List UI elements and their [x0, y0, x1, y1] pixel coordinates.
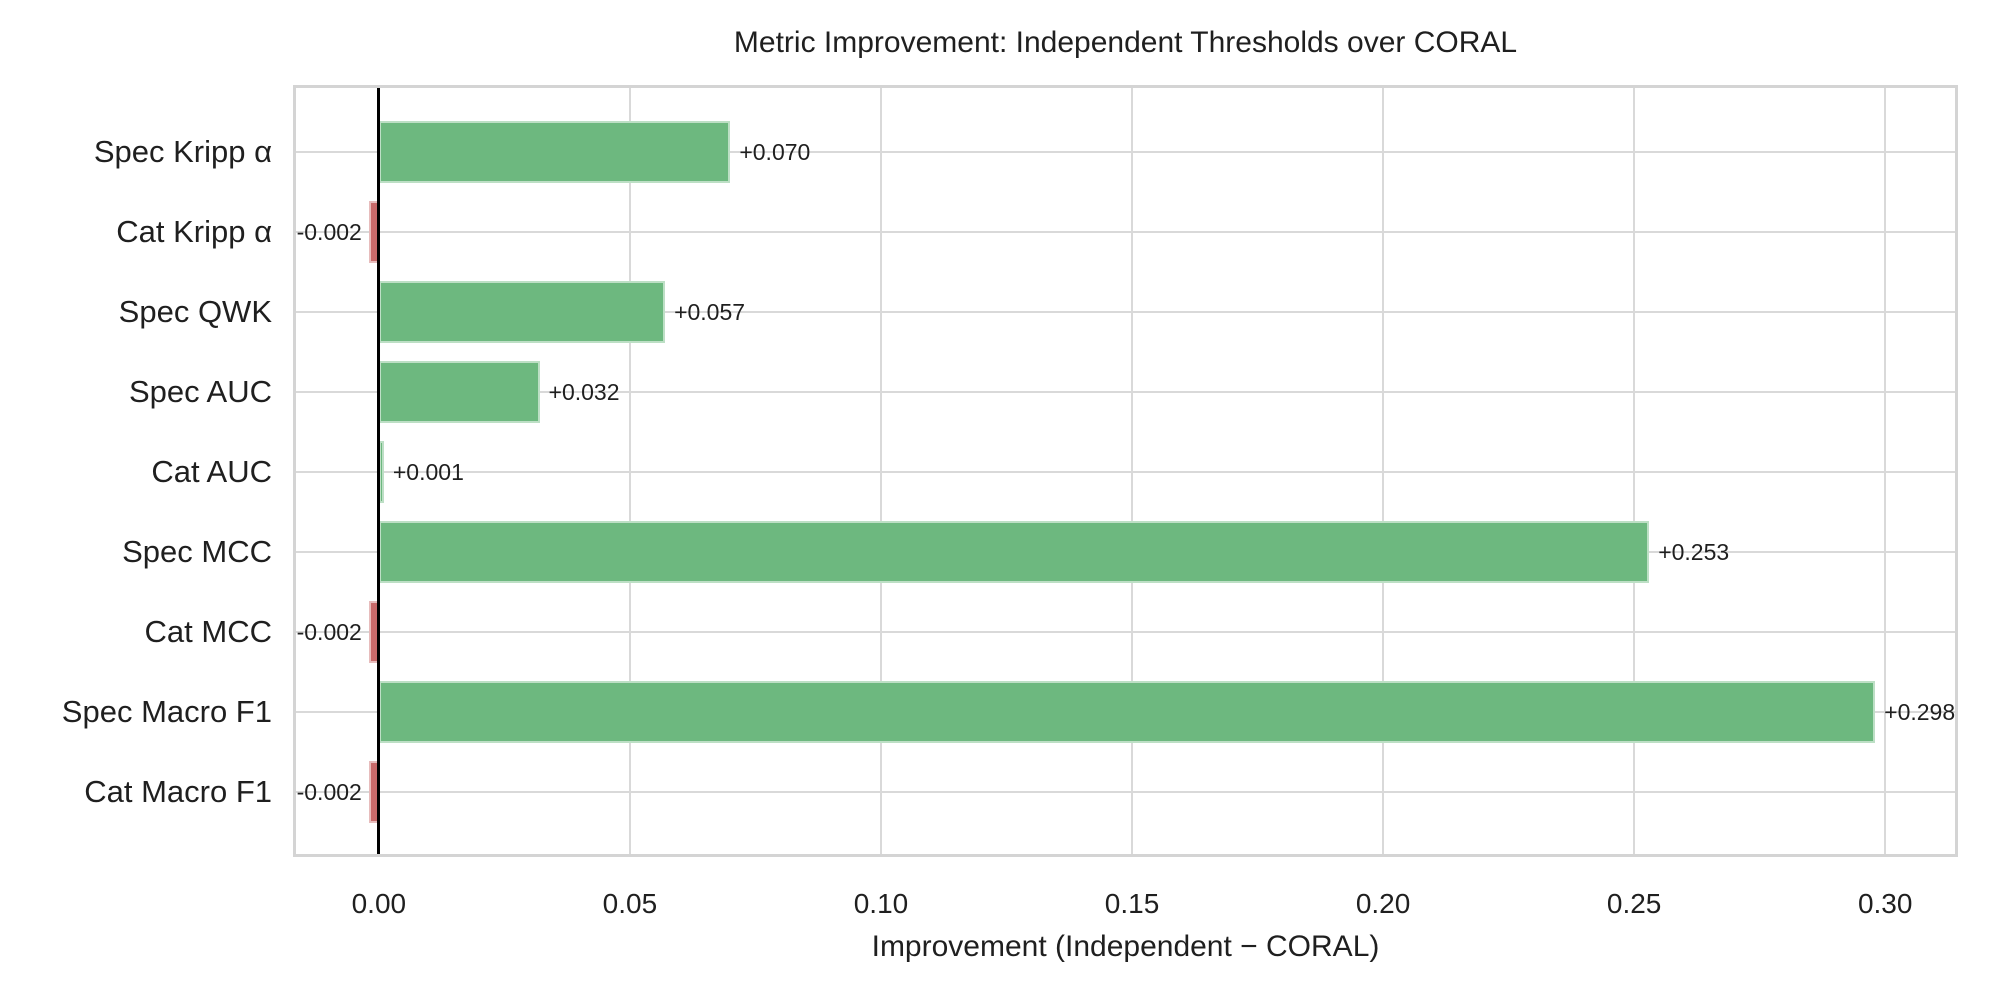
bar-value-label: +0.057	[674, 299, 746, 325]
bar-value-label: +0.032	[548, 379, 620, 405]
x-axis-label: Improvement (Independent − CORAL)	[871, 930, 1380, 963]
y-tick-label: Spec Macro F1	[61, 694, 272, 729]
zero-axis-line	[377, 88, 381, 854]
bar-value-label: -0.002	[296, 619, 362, 645]
x-tick-label: 0.15	[1104, 888, 1160, 919]
bar-value-label: +0.001	[392, 459, 464, 485]
bar-value-label: -0.002	[296, 219, 362, 245]
bar-positive	[378, 121, 731, 183]
y-gridline	[296, 631, 1955, 633]
bar-positive	[378, 281, 666, 343]
x-tick-label: 0.10	[853, 888, 909, 919]
x-tick-label: 0.30	[1857, 888, 1913, 919]
plot-area: +0.070 -0.002 +0.057 +0.032 +0.001 +0.253 -0.0…	[293, 85, 1958, 857]
y-tick-label: Spec QWK	[118, 294, 272, 329]
y-tick-label: Cat Kripp α	[116, 214, 272, 249]
y-gridline	[296, 311, 1955, 313]
y-tick-label: Spec Kripp α	[93, 134, 272, 169]
y-gridline	[296, 151, 1955, 153]
bar-positive	[378, 521, 1650, 583]
x-tick-label: 0.05	[602, 888, 658, 919]
bar-value-label: -0.002	[296, 779, 362, 805]
y-gridline	[296, 791, 1955, 793]
chart-title: Metric Improvement: Independent Threshol…	[733, 26, 1518, 59]
bar-positive	[378, 361, 540, 423]
x-tick-label: 0.20	[1355, 888, 1411, 919]
bar-value-label: +0.253	[1658, 539, 1730, 565]
y-gridline	[296, 471, 1955, 473]
y-tick-label: Cat MCC	[144, 614, 272, 649]
bar-value-label: +0.070	[739, 139, 811, 165]
y-gridline	[296, 391, 1955, 393]
bar-positive	[378, 681, 1876, 743]
y-tick-label: Cat Macro F1	[84, 774, 272, 809]
y-gridline	[296, 231, 1955, 233]
y-tick-label: Spec AUC	[128, 374, 272, 409]
y-tick-label: Cat AUC	[151, 454, 272, 489]
bar-value-label: +0.298	[1884, 699, 1956, 725]
x-tick-label: 0.25	[1606, 888, 1662, 919]
y-tick-label: Spec MCC	[122, 534, 272, 569]
x-tick-label: 0.00	[351, 888, 407, 919]
